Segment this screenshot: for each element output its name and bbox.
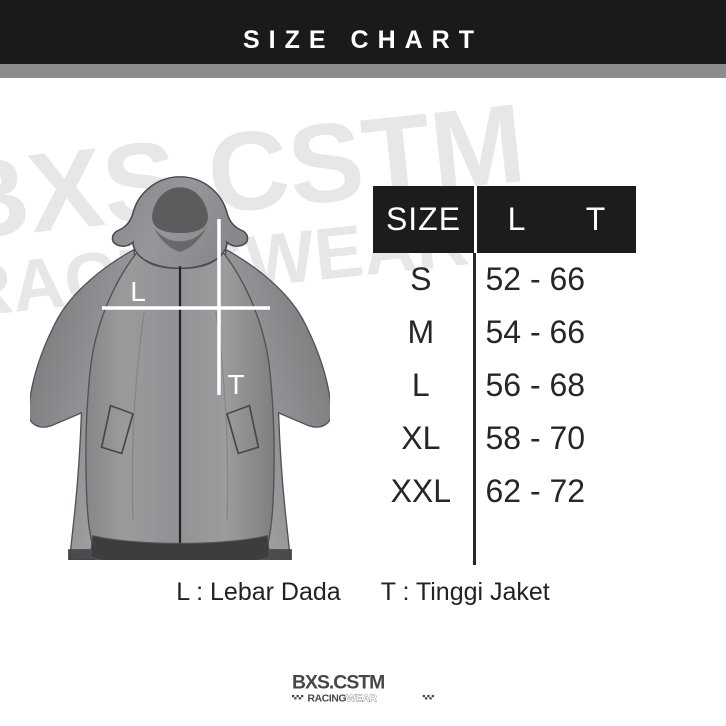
svg-text:L: L [130, 276, 146, 307]
svg-text:BXS.CSTM: BXS.CSTM [292, 672, 384, 694]
svg-text:RACINGWEAR: RACINGWEAR [307, 693, 377, 704]
svg-text:T: T [227, 369, 244, 400]
